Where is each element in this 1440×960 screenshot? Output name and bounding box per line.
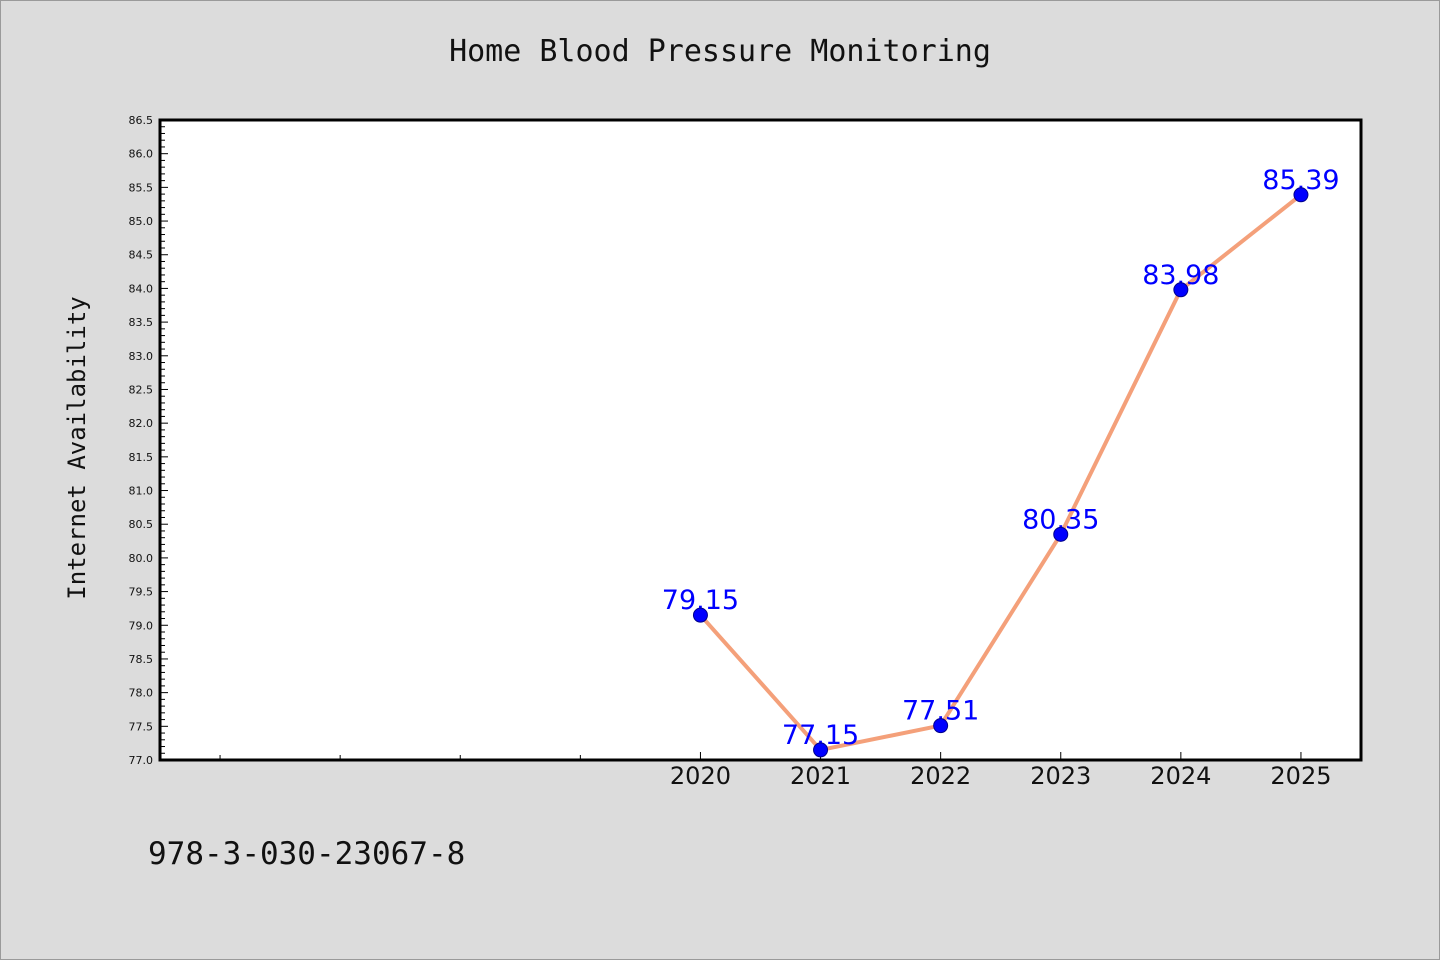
data-point [1293, 187, 1309, 203]
x-tick-label: 2025 [1270, 762, 1331, 790]
data-point [1053, 526, 1069, 542]
y-tick-label: 84.5 [129, 249, 154, 262]
y-tick-label: 86.0 [129, 148, 154, 161]
data-point [1173, 282, 1189, 298]
chart-title: Home Blood Pressure Monitoring [449, 34, 991, 69]
x-tick-label: 2021 [790, 762, 851, 790]
y-tick-label: 85.5 [129, 181, 154, 194]
y-tick-label: 78.5 [129, 653, 154, 666]
y-tick-label: 81.0 [129, 485, 154, 498]
y-tick-label: 77.0 [129, 754, 154, 767]
y-tick-label: 81.5 [129, 451, 154, 464]
y-tick-label: 83.5 [129, 316, 154, 329]
series-line [698, 192, 1303, 752]
x-tick-label: 2024 [1150, 762, 1211, 790]
isbn-text: 978-3-030-23067-8 [148, 836, 466, 872]
y-tick-label: 85.0 [129, 215, 154, 228]
x-tick-label: 2022 [910, 762, 971, 790]
y-tick-label: 86.5 [129, 114, 154, 127]
y-tick-label: 79.5 [129, 586, 154, 599]
plot-border [158, 118, 1363, 762]
data-point [813, 742, 829, 758]
y-tick-label: 82.5 [129, 383, 154, 396]
y-tick-label: 80.5 [129, 518, 154, 531]
data-point [692, 607, 708, 623]
y-tick-label: 78.0 [129, 687, 154, 700]
x-tick-label: 2020 [670, 762, 731, 790]
data-point [933, 718, 949, 734]
y-tick-label: 80.0 [129, 552, 154, 565]
plot-area [160, 120, 1361, 760]
y-tick-label: 77.5 [129, 720, 154, 733]
y-tick-label: 79.0 [129, 619, 154, 632]
y-tick-label: 82.0 [129, 417, 154, 430]
y-tick-label: 83.0 [129, 350, 154, 363]
y-tick-label: 84.0 [129, 282, 154, 295]
x-tick-label: 2023 [1030, 762, 1091, 790]
